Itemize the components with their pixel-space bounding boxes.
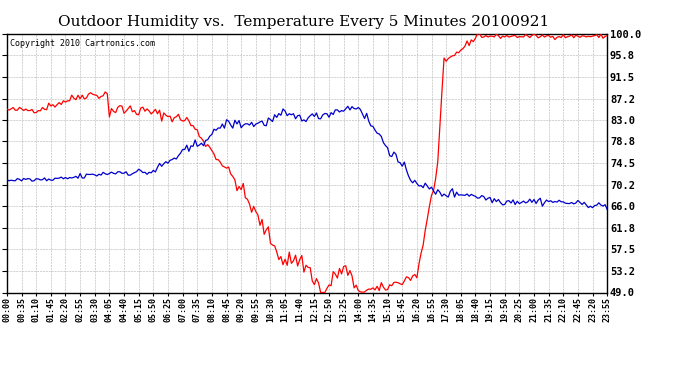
Text: Outdoor Humidity vs.  Temperature Every 5 Minutes 20100921: Outdoor Humidity vs. Temperature Every 5… bbox=[58, 15, 549, 29]
Text: Copyright 2010 Cartronics.com: Copyright 2010 Cartronics.com bbox=[10, 39, 155, 48]
